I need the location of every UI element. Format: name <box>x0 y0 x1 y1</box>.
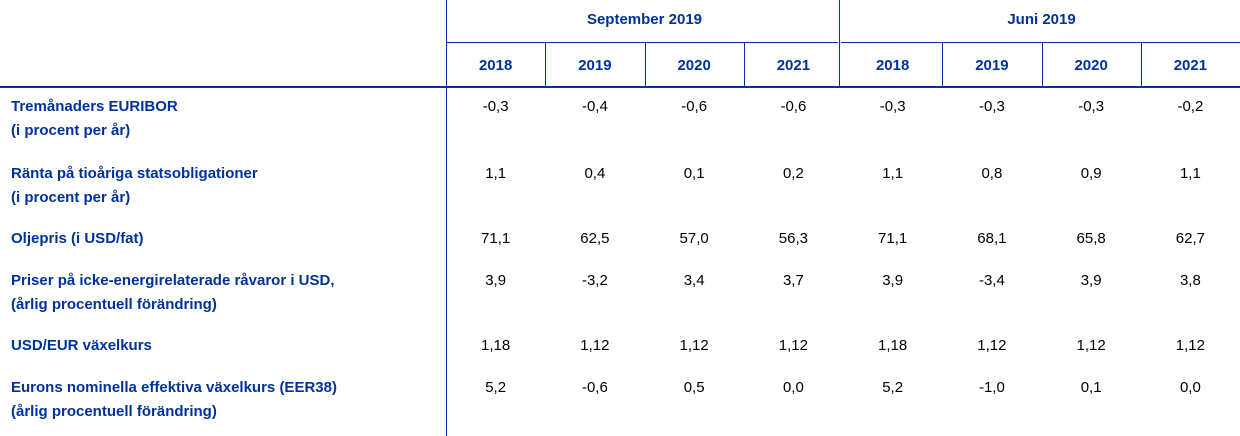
cell-value: 5,2 <box>485 379 507 396</box>
divider <box>942 43 943 86</box>
group-header: Juni 2019 <box>1007 11 1076 28</box>
cell-value: -0,4 <box>581 98 608 115</box>
cell-value: -0,6 <box>780 98 807 115</box>
year-header: 2018 <box>478 57 513 74</box>
row-label: (i procent per år) <box>11 189 131 206</box>
cell-value: 57,0 <box>679 230 709 247</box>
cell-value: -0,6 <box>581 379 608 396</box>
cell-value: -0,2 <box>1177 98 1204 115</box>
cell-value: 1,12 <box>977 337 1007 354</box>
group-header: September 2019 <box>586 11 703 28</box>
cell-value: 56,3 <box>778 230 808 247</box>
divider <box>1042 43 1043 86</box>
year-header: 2019 <box>578 57 612 74</box>
cell-value: 0,1 <box>683 165 705 182</box>
cell-value: 3,9 <box>1080 272 1102 289</box>
cell-value: -0,3 <box>1078 98 1105 115</box>
cell-value: 1,12 <box>778 337 808 354</box>
cell-value: 68,1 <box>977 230 1007 247</box>
cell-value: 5,2 <box>882 379 904 396</box>
year-header: 2020 <box>677 57 711 74</box>
cell-value: 1,12 <box>1076 337 1106 354</box>
year-header: 2021 <box>776 57 811 74</box>
cell-value: 3,8 <box>1179 272 1201 289</box>
divider <box>744 43 745 86</box>
cell-value: -0,3 <box>482 98 509 115</box>
cell-value: 1,18 <box>481 337 511 354</box>
cell-value: -0,6 <box>681 98 708 115</box>
cell-value: -3,2 <box>581 272 608 289</box>
row-label: Ränta på tioåriga statsobligationer <box>11 165 258 182</box>
cell-value: 0,2 <box>782 165 804 182</box>
cell-value: 3,4 <box>683 272 705 289</box>
divider <box>0 86 1240 88</box>
cell-value: 62,7 <box>1175 230 1205 247</box>
cell-value: -0,3 <box>879 98 906 115</box>
cell-value: 0,0 <box>782 379 804 396</box>
cell-value: 0,5 <box>683 379 705 396</box>
cell-value: 0,9 <box>1080 165 1102 182</box>
cell-value: 0,0 <box>1179 379 1201 396</box>
cell-value: 1,12 <box>679 337 709 354</box>
year-header: 2018 <box>875 57 910 74</box>
year-header: 2020 <box>1074 57 1108 74</box>
divider <box>841 42 1240 43</box>
cell-value: 1,12 <box>580 337 610 354</box>
divider <box>839 0 840 87</box>
divider <box>645 43 646 86</box>
year-header: 2019 <box>975 57 1009 74</box>
cell-value: 62,5 <box>580 230 610 247</box>
row-label: (i procent per år) <box>11 122 131 139</box>
cell-value: 1,12 <box>1175 337 1205 354</box>
cell-value: -1,0 <box>978 379 1005 396</box>
row-label: (årlig procentuell förändring) <box>11 296 217 313</box>
row-label: (årlig procentuell förändring) <box>11 403 217 420</box>
cell-value: 0,8 <box>981 165 1003 182</box>
cell-value: 1,1 <box>1179 165 1201 182</box>
row-label: Priser på icke-energirelaterade råvaror … <box>11 272 335 289</box>
cell-value: 0,1 <box>1080 379 1102 396</box>
divider <box>446 42 838 43</box>
row-label: Tremånaders EURIBOR <box>11 98 178 115</box>
divider <box>545 43 546 86</box>
cell-value: 3,9 <box>882 272 904 289</box>
cell-value: 3,7 <box>782 272 804 289</box>
divider <box>446 0 447 436</box>
cell-value: -3,4 <box>978 272 1005 289</box>
year-header: 2021 <box>1173 57 1208 74</box>
cell-value: 1,1 <box>882 165 904 182</box>
cell-value: 1,18 <box>878 337 908 354</box>
row-label: USD/EUR växelkurs <box>11 337 152 354</box>
cell-value: 71,1 <box>481 230 511 247</box>
divider <box>1141 43 1142 86</box>
cell-value: 65,8 <box>1076 230 1106 247</box>
cell-value: 71,1 <box>878 230 908 247</box>
cell-value: -0,3 <box>978 98 1005 115</box>
row-label: Eurons nominella effektiva växelkurs (EE… <box>11 379 337 396</box>
cell-value: 1,1 <box>485 165 507 182</box>
cell-value: 3,9 <box>485 272 507 289</box>
row-label: Oljepris (i USD/fat) <box>11 230 144 247</box>
cell-value: 0,4 <box>584 165 606 182</box>
